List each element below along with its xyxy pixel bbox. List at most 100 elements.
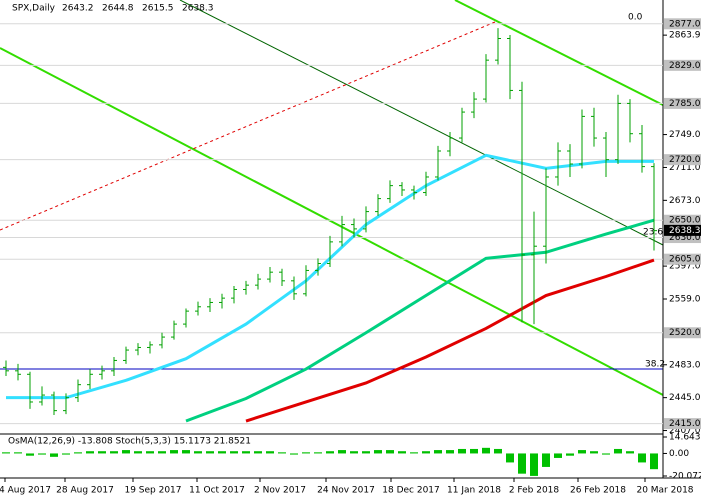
osma-bar [386,450,394,454]
y-tick-label: 2673.0 [669,196,701,206]
osma-bar [602,453,610,455]
x-tick-label: 24 Nov 2017 [317,486,375,496]
chart-title: SPX,Daily [12,4,56,14]
y-tick-label: 2597.0 [669,262,701,272]
osma-bar [146,451,154,454]
trend-lines [0,0,664,396]
last-price-box [664,224,701,236]
osma-tick-label: 0.00 [669,449,689,459]
level-label: 2720.0 [669,155,701,165]
osma-bar [182,450,190,454]
osma-bar [134,451,142,454]
osma-bar [314,452,322,454]
osma-bar [338,450,346,454]
osma-bar [494,448,502,454]
osma-bar [50,453,58,457]
osma-bar [614,448,622,454]
level-label: 2520.0 [669,328,701,338]
osma-bar [230,451,238,454]
osma-bar [14,452,22,454]
level-label: 2605.0 [669,255,701,265]
osma-bar [2,452,10,454]
y-tick-label: 2711.0 [669,163,701,173]
level-box [664,418,701,430]
level-box [664,18,701,30]
osma-bar [650,453,658,470]
osma-bar [434,450,442,454]
osma-bar [506,453,514,463]
trend-line [0,47,664,396]
y-tick-label: 2445.0 [669,393,701,403]
osma-title: OsMA(12,26,9) -13.808 Stoch(5,3,3) 15.11… [8,437,251,447]
osma-bar [110,451,118,454]
osma-bar [326,451,334,454]
header-value: 2615.5 [142,4,174,14]
osma-bar [170,450,178,454]
osma-bar [158,451,166,454]
osma-bar [290,453,298,455]
x-tick-label: 4 Aug 2017 [0,486,51,496]
y-tick-label: 2559.0 [669,294,701,304]
osma-bar [122,450,130,454]
level-box [664,97,701,109]
level-box [664,214,701,226]
osma-bar [518,453,526,474]
osma-bar [26,453,34,456]
osma-bar [578,450,586,454]
osma-bar [242,451,250,454]
osma-bar [482,447,490,454]
osma-bar [266,451,274,454]
level-box [664,59,701,71]
x-tick-label: 2 Nov 2017 [254,486,306,496]
osma-bar [458,448,466,454]
osma-bar [470,448,478,454]
header-value: 2644.8 [102,4,134,14]
fib-label: 0.0 [628,13,643,23]
osma-bar [278,452,286,454]
x-tick-label: 19 Sep 2017 [124,486,181,496]
fib-label: 38.2 [645,360,665,370]
osma-bar [86,451,94,454]
x-tick-label: 2 Feb 2018 [509,486,560,496]
fib-label: 23.6 [643,228,663,238]
header-value: 2643.2 [62,4,94,14]
osma-bar [542,453,550,467]
level-box [664,327,701,339]
osma-bar [362,451,370,454]
osma-bar [626,451,634,454]
osma-bar [446,450,454,454]
osma-bar [566,453,574,456]
x-tick-label: 20 Mar 2018 [636,486,693,496]
osma-bar [194,451,202,454]
osma-tick-label: 14.643 [669,433,701,443]
y-tick-label: 2749.0 [669,130,701,140]
osma-bar [350,451,358,454]
level-label: 2650.0 [669,216,701,226]
osma-bar [254,451,262,454]
y-tick-label: 2863.9 [669,31,701,41]
osma-bar [98,451,106,454]
level-box [664,154,701,166]
osma-bar [410,452,418,454]
x-tick-label: 11 Jan 2018 [447,486,501,496]
trend-line [179,0,664,246]
level-label: 2829.0 [669,61,701,71]
osma-tick-label: -20.072 [669,472,701,482]
level-box [664,253,701,265]
level-label: 2415.0 [669,419,701,429]
header-value: 2638.3 [182,4,214,14]
osma-bar [74,452,82,454]
osma-bar [38,453,46,455]
osma-bar [554,453,562,458]
level-label: 2877.0 [669,19,701,29]
osma-bar [302,452,310,454]
level-label: 2630.0 [669,233,701,243]
x-tick-label: 18 Dec 2017 [382,486,440,496]
moving-average [6,153,654,400]
last-price-label: 2638.3 [669,226,701,236]
osma-bar [530,453,538,476]
osma-bar [218,451,226,454]
osma-bar [422,451,430,454]
level-box [664,232,701,244]
